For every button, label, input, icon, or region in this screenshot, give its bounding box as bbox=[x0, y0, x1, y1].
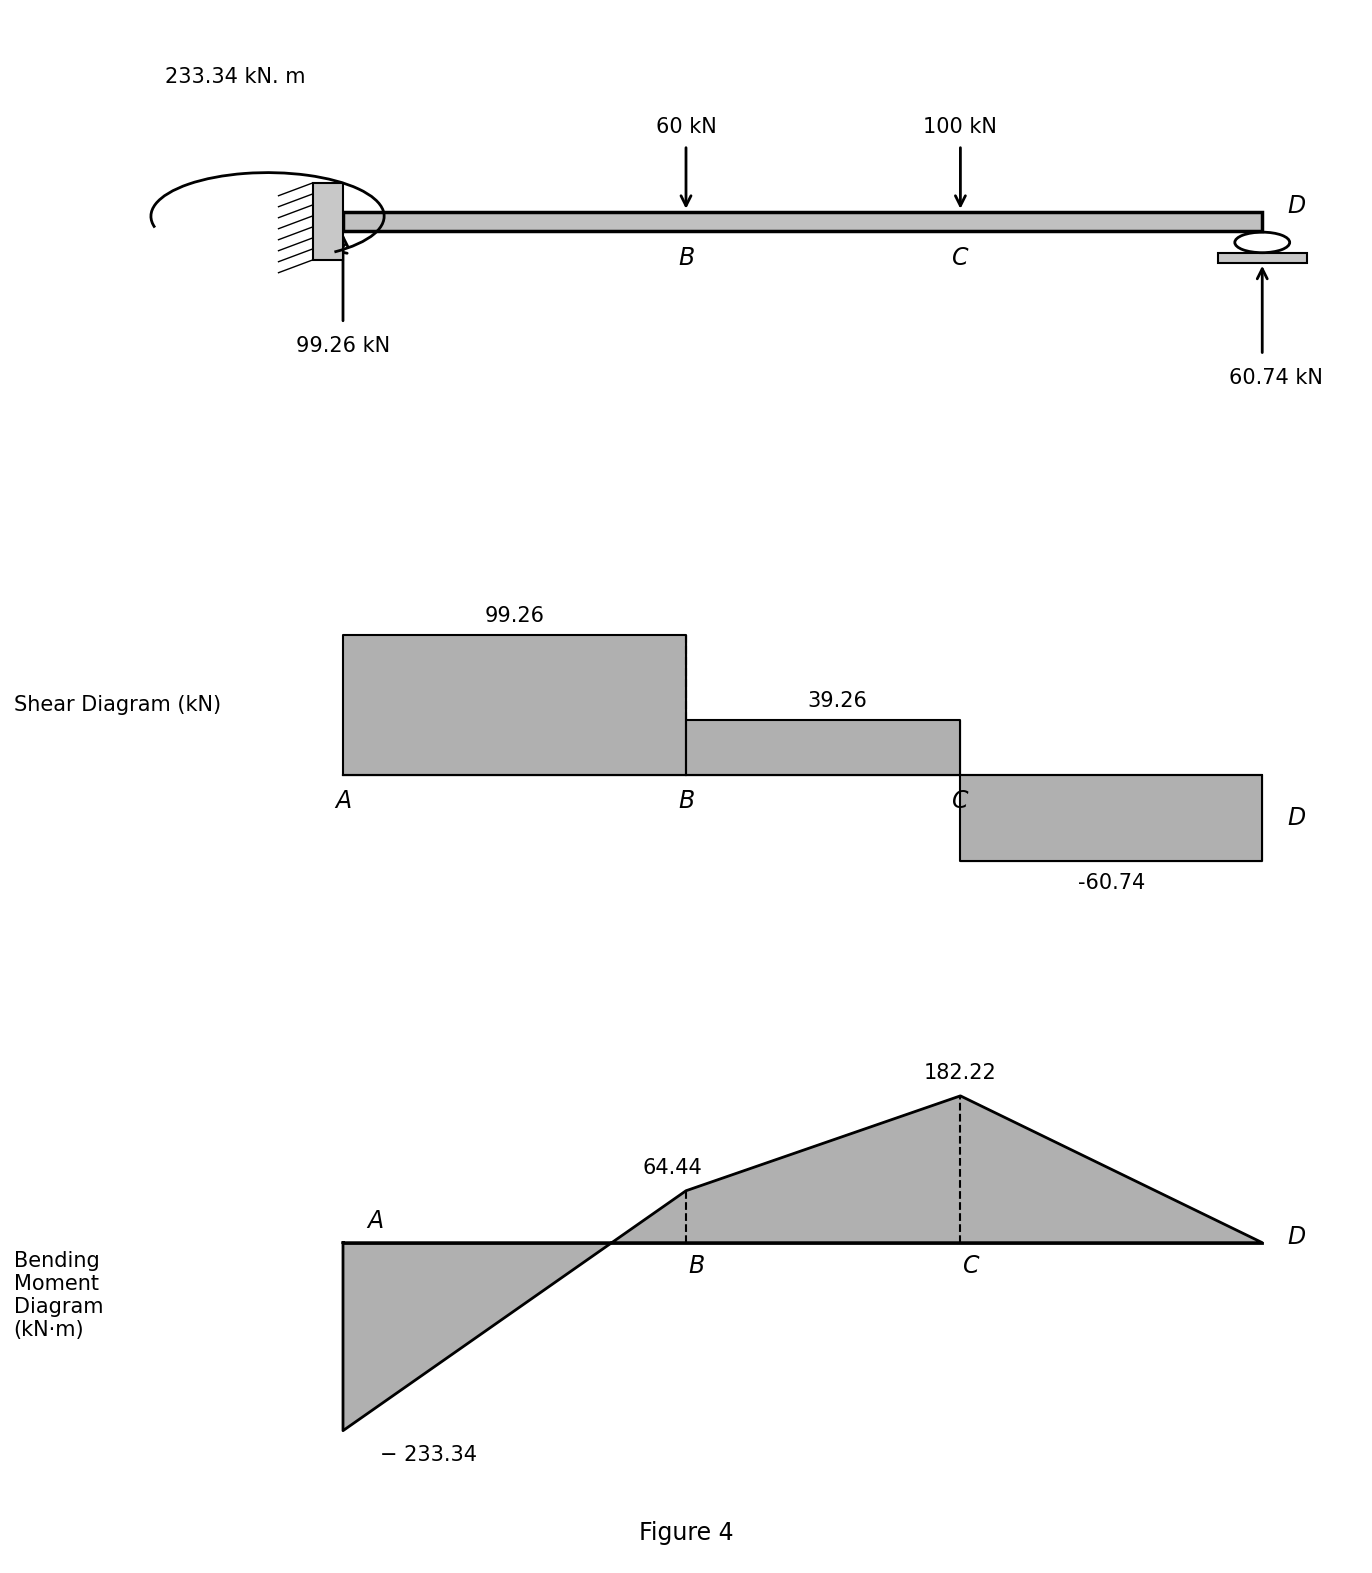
Text: − 233.34: − 233.34 bbox=[380, 1446, 477, 1466]
Text: -60.74: -60.74 bbox=[1077, 873, 1146, 893]
Text: B: B bbox=[689, 1254, 705, 1279]
Text: A: A bbox=[368, 1210, 384, 1233]
Text: 99.26 kN: 99.26 kN bbox=[296, 337, 390, 357]
Text: A: A bbox=[320, 203, 336, 227]
Text: C: C bbox=[952, 245, 969, 269]
Bar bbox=[343, 212, 1262, 231]
Text: D: D bbox=[1287, 195, 1305, 219]
Polygon shape bbox=[343, 635, 686, 775]
Text: 60 kN: 60 kN bbox=[656, 118, 716, 137]
Text: 60.74 kN: 60.74 kN bbox=[1229, 368, 1323, 389]
Text: 39.26: 39.26 bbox=[807, 691, 867, 711]
Polygon shape bbox=[960, 775, 1262, 860]
Text: C: C bbox=[963, 1254, 980, 1279]
Text: 233.34 kN. m: 233.34 kN. m bbox=[165, 68, 305, 88]
Text: Figure 4: Figure 4 bbox=[639, 1521, 733, 1545]
Bar bbox=[1218, 253, 1308, 263]
Text: Shear Diagram (kN): Shear Diagram (kN) bbox=[14, 695, 221, 716]
Bar bbox=[313, 182, 343, 260]
Text: A: A bbox=[335, 790, 351, 813]
Text: Bending
Moment
Diagram
(kN·m): Bending Moment Diagram (kN·m) bbox=[14, 1251, 103, 1340]
Text: 100 kN: 100 kN bbox=[923, 118, 997, 137]
Text: 182.22: 182.22 bbox=[923, 1063, 997, 1082]
Text: D: D bbox=[1287, 807, 1305, 831]
Polygon shape bbox=[686, 720, 960, 775]
Text: 99.26: 99.26 bbox=[484, 607, 545, 626]
Text: C: C bbox=[952, 790, 969, 813]
Text: D: D bbox=[1287, 1225, 1305, 1249]
Text: B: B bbox=[678, 790, 694, 813]
Polygon shape bbox=[343, 1096, 1262, 1431]
Text: 64.44: 64.44 bbox=[642, 1158, 702, 1178]
Text: B: B bbox=[678, 245, 694, 269]
